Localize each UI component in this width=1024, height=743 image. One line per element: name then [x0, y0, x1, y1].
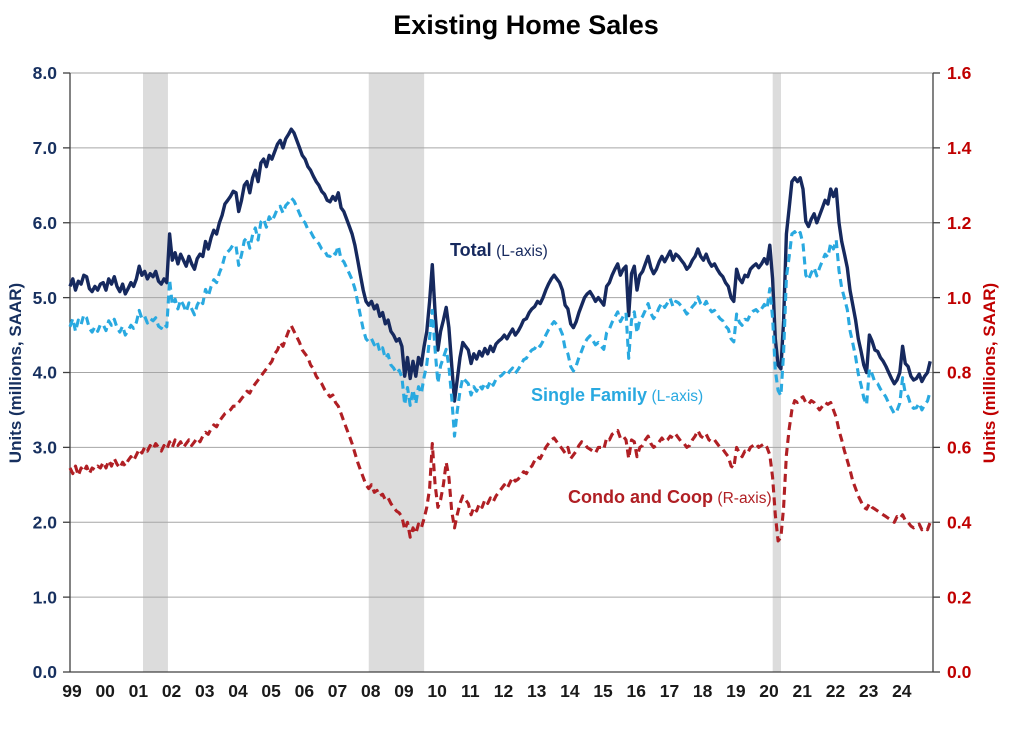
left-axis-title: Units (millions, SAAR)	[6, 282, 25, 464]
x-axis-tick-label: 24	[892, 681, 912, 701]
chart-title: Existing Home Sales	[393, 10, 659, 40]
x-axis-tick-label: 00	[95, 681, 115, 701]
left-axis-tick-label: 4.0	[33, 363, 58, 383]
series-label-total-name: Total	[450, 240, 492, 260]
x-axis-tick-label: 08	[361, 681, 381, 701]
series-line-total	[68, 127, 932, 403]
series-line-single-family	[68, 196, 932, 438]
x-axis-tick-label: 17	[660, 681, 679, 701]
series-label-single-family-name: Single Family	[531, 385, 648, 405]
x-axis-tick-label: 07	[328, 681, 347, 701]
x-axis-tick-label: 22	[826, 681, 846, 701]
x-axis-tick-label: 18	[693, 681, 713, 701]
left-axis-tick-label: 8.0	[33, 63, 58, 83]
x-axis-tick-label: 23	[859, 681, 879, 701]
left-axis-tick-label: 5.0	[33, 288, 58, 308]
x-axis-tick-label: 20	[759, 681, 779, 701]
x-axis-tick-label: 04	[228, 681, 248, 701]
x-axis-tick-label: 09	[394, 681, 414, 701]
right-axis-title: Units (millions, SAAR)	[980, 282, 999, 464]
right-axis-tick-label: 0.0	[947, 662, 972, 682]
x-axis-tick-label: 05	[261, 681, 281, 701]
series-label-condo-axis-note: (R-axis)	[717, 490, 772, 507]
right-axis-tick-label: 0.8	[947, 363, 972, 383]
x-axis-tick-label: 15	[593, 681, 613, 701]
right-axis-tick-label: 1.4	[947, 138, 972, 158]
x-axis-tick-label: 16	[627, 681, 647, 701]
x-axis-tick-label: 11	[461, 681, 480, 701]
left-axis-tick-label: 1.0	[33, 587, 58, 607]
x-axis-tick-label: 14	[560, 681, 580, 701]
right-axis-tick-label: 1.6	[947, 63, 972, 83]
x-axis-tick-label: 19	[726, 681, 746, 701]
x-axis-tick-label: 02	[162, 681, 182, 701]
right-axis-tick-label: 0.2	[947, 587, 972, 607]
series-label-single-family-axis-note: (L-axis)	[651, 388, 704, 405]
series-label-total-axis-note: (L-axis)	[496, 243, 548, 260]
x-axis-tick-label: 12	[494, 681, 514, 701]
x-axis-tick-label: 13	[527, 681, 547, 701]
right-axis-tick-label: 0.6	[947, 438, 972, 458]
left-axis-tick-label: 6.0	[33, 213, 58, 233]
x-axis-tick-label: 10	[427, 681, 447, 701]
series-label-total: Total (L-axis)	[450, 240, 548, 261]
x-axis-tick-label: 06	[295, 681, 315, 701]
x-axis-tick-label: 99	[62, 681, 82, 701]
right-axis-tick-label: 0.4	[947, 512, 972, 532]
left-axis-tick-label: 3.0	[33, 438, 58, 458]
left-axis-tick-label: 2.0	[33, 512, 58, 532]
right-axis-tick-label: 1.0	[947, 288, 972, 308]
series-label-single-family: Single Family (L-axis)	[531, 385, 703, 406]
series-label-condo: Condo and Coop (R-axis)	[568, 487, 772, 508]
x-axis-tick-label: 03	[195, 681, 215, 701]
left-axis-tick-label: 0.0	[33, 662, 58, 682]
series-label-condo-name: Condo and Coop	[568, 487, 713, 507]
x-axis-tick-label: 01	[129, 681, 149, 701]
left-axis-tick-label: 7.0	[33, 138, 58, 158]
right-axis-tick-label: 1.2	[947, 213, 972, 233]
series-line-condo	[68, 324, 932, 543]
x-axis-tick-label: 21	[792, 681, 812, 701]
